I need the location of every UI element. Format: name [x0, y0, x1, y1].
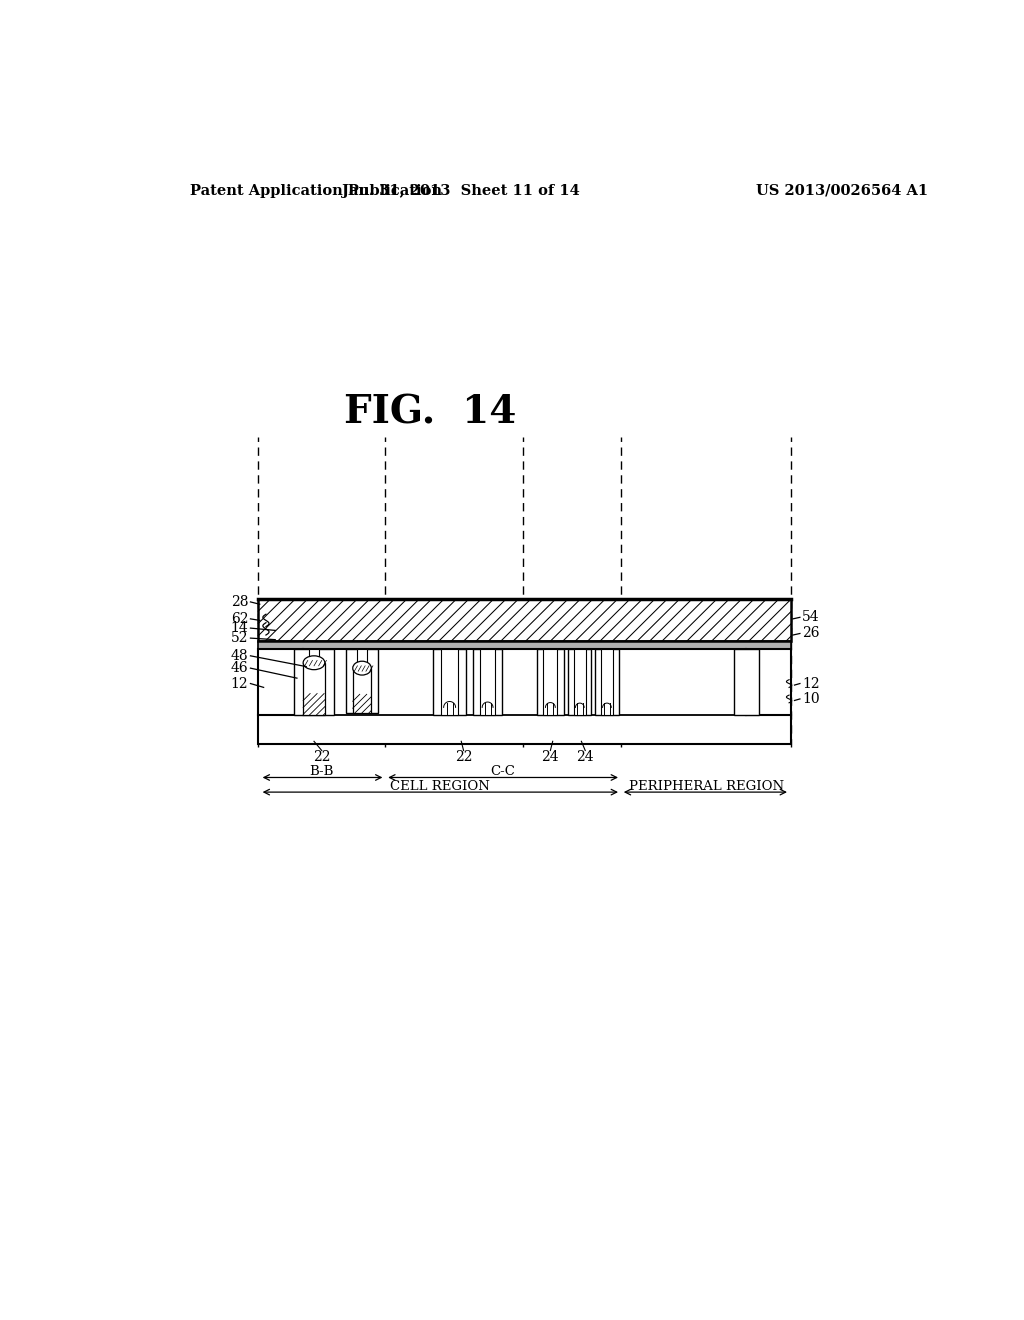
Text: 62: 62: [230, 612, 248, 626]
Text: 46: 46: [230, 661, 248, 675]
Bar: [441, 649, 458, 715]
Bar: [568, 649, 592, 715]
Text: Jan. 31, 2013  Sheet 11 of 14: Jan. 31, 2013 Sheet 11 of 14: [342, 183, 581, 198]
Bar: [294, 649, 334, 715]
Bar: [346, 649, 378, 713]
Bar: [538, 649, 563, 715]
Text: CELL REGION: CELL REGION: [389, 780, 489, 793]
Text: 48: 48: [230, 649, 248, 663]
Bar: [258, 599, 792, 642]
Bar: [544, 649, 557, 715]
Bar: [480, 649, 496, 715]
Text: B-B: B-B: [309, 766, 334, 779]
Bar: [433, 649, 466, 715]
Bar: [573, 649, 586, 715]
Text: FIG.  14: FIG. 14: [344, 393, 516, 432]
Text: 12: 12: [802, 677, 820, 690]
Text: C-C: C-C: [490, 766, 515, 779]
Ellipse shape: [303, 656, 325, 669]
Text: 12: 12: [230, 677, 248, 690]
Text: 24: 24: [577, 750, 594, 764]
Bar: [473, 649, 503, 715]
Text: 52: 52: [230, 631, 248, 645]
Text: PERIPHERAL REGION: PERIPHERAL REGION: [629, 780, 783, 793]
Text: 22: 22: [313, 750, 331, 764]
Bar: [595, 649, 618, 715]
Text: 22: 22: [455, 750, 472, 764]
Text: Patent Application Publication: Patent Application Publication: [190, 183, 442, 198]
Bar: [734, 649, 759, 715]
Bar: [258, 649, 792, 743]
Bar: [601, 649, 613, 715]
Ellipse shape: [352, 661, 372, 675]
Text: US 2013/0026564 A1: US 2013/0026564 A1: [756, 183, 928, 198]
Bar: [357, 649, 367, 663]
Text: 10: 10: [802, 692, 820, 706]
Text: 24: 24: [542, 750, 559, 764]
Bar: [308, 649, 319, 657]
Text: 26: 26: [802, 627, 820, 640]
Bar: [258, 642, 792, 649]
Bar: [303, 663, 325, 715]
Text: 14: 14: [230, 622, 248, 635]
Text: 28: 28: [230, 595, 248, 609]
Text: 54: 54: [802, 610, 820, 624]
Bar: [258, 649, 792, 743]
Bar: [258, 599, 792, 642]
Bar: [352, 668, 372, 713]
